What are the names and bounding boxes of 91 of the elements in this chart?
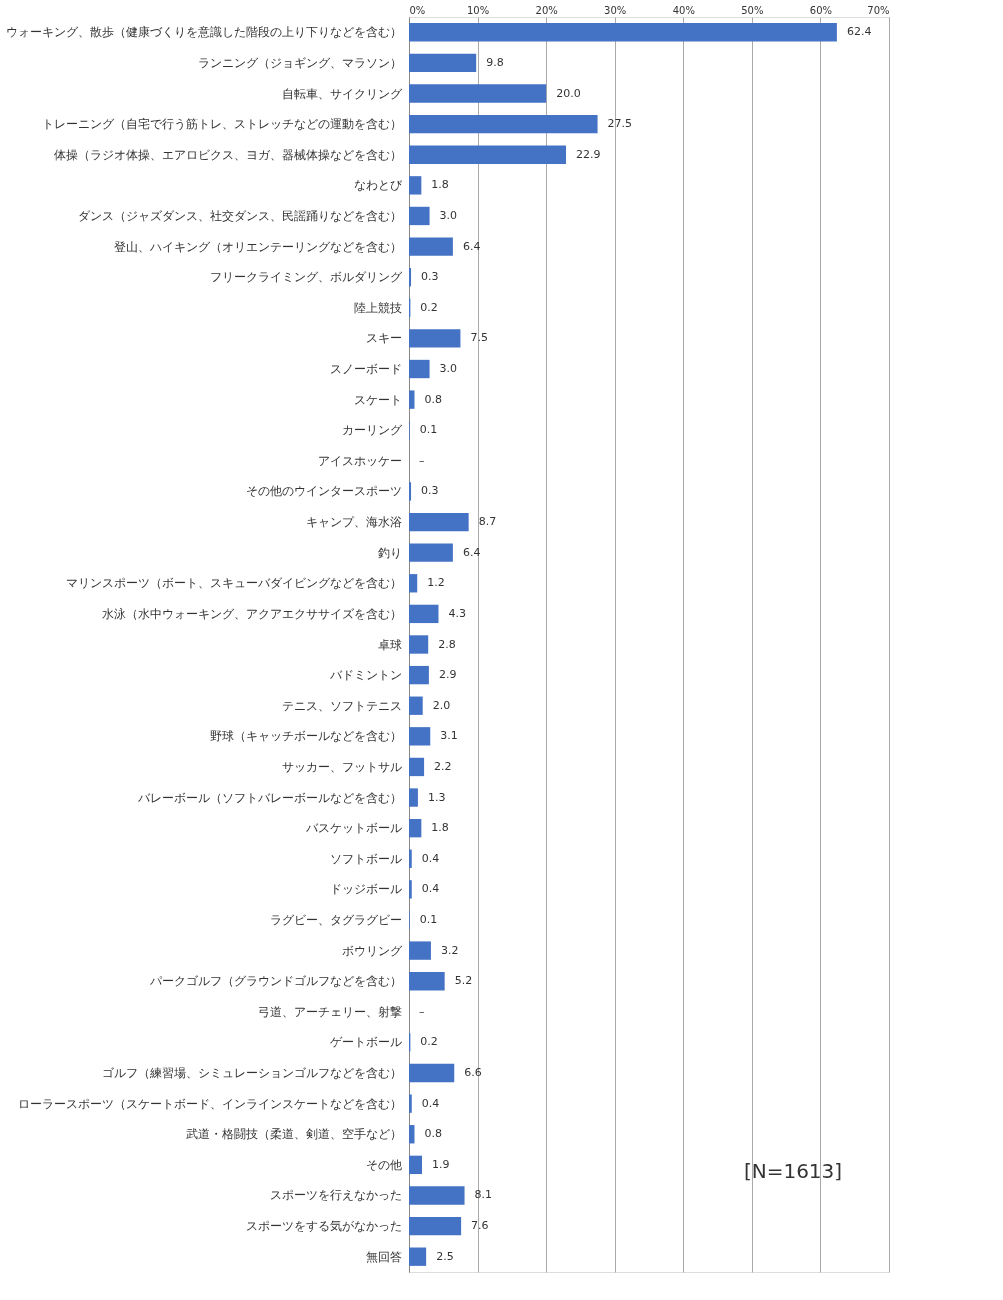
data-label: 0.8 [424, 1127, 442, 1141]
y-tick-label: フリークライミング、ボルダリング [209, 270, 403, 285]
data-label: 62.4 [846, 25, 872, 39]
y-tick-label: カーリング [341, 423, 403, 438]
data-label: 6.6 [464, 1066, 482, 1080]
data-label: 3.0 [439, 362, 458, 376]
data-label: 22.9 [576, 147, 601, 161]
data-label: 1.2 [427, 576, 445, 590]
text: – [419, 453, 425, 467]
data-label: 2.0 [432, 698, 451, 712]
x-tick-label: 50% [741, 4, 764, 16]
data-label: 0.2 [420, 300, 438, 314]
data-label: 0.3 [421, 484, 439, 498]
data-label: 1.8 [431, 178, 449, 192]
data-label: 6.4 [462, 545, 481, 559]
y-tick-label: バドミントン [328, 668, 402, 683]
y-tick-label: トレーニング（自宅で行う筋トレ、ストレッチなどの運動を含む） [41, 117, 402, 132]
data-label: 0.4 [421, 882, 440, 896]
y-tick-label: 自転車、サイクリング [281, 86, 403, 101]
y-tick-label: 弓道、アーチェリー、射撃 [257, 1004, 402, 1019]
y-tick-label: 野球（キャッチボールなどを含む） [209, 729, 402, 744]
y-tick-label: その他 [365, 1157, 402, 1172]
y-tick-label: なわとび [353, 178, 403, 193]
data-label: 0.2 [420, 1035, 438, 1049]
data-label: 9.8 [486, 55, 504, 69]
x-tick-label: 60% [809, 4, 833, 16]
y-tick-label: スケート [353, 392, 402, 407]
data-label: 3.1 [440, 729, 458, 743]
x-tick-label: 0% [409, 4, 426, 16]
y-tick-label: 体操（ラジオ体操、エアロビクス、ヨガ、器械体操などを含む） [53, 147, 402, 162]
y-tick-label: サッカー、フットサル [281, 759, 402, 774]
data-label: 27.5 [607, 117, 633, 131]
y-tick-label: バレーボール（ソフトバレーボールなどを含む） [136, 790, 402, 805]
annotation: [N=1613] [743, 1158, 843, 1183]
y-tick-label: キャンプ、海水浴 [305, 515, 402, 530]
y-tick-label: 無回答 [365, 1249, 402, 1264]
y-tick-label: ソフトボール [329, 851, 402, 866]
data-label: 2.5 [436, 1249, 454, 1263]
y-tick-label: パークゴルフ（グラウンドゴルフなどを含む） [148, 974, 402, 989]
data-label: 3.0 [439, 208, 458, 222]
data-label: 0.4 [421, 1096, 440, 1110]
data-label: 0.1 [419, 912, 438, 926]
y-tick-label: スポーツをする気がなかった [245, 1219, 402, 1234]
y-tick-label: マリンスポーツ（ボート、スキューバダイビングなどを含む） [65, 576, 402, 591]
y-tick-label: バスケットボール [304, 821, 402, 836]
y-tick-label: ドッジボール [329, 882, 402, 897]
data-label: 5.2 [454, 974, 473, 988]
y-tick-label: 水泳（水中ウォーキング、アクアエクササイズを含む） [101, 606, 402, 621]
data-label: 2.2 [434, 759, 452, 773]
x-tick-label: 10% [466, 4, 490, 16]
data-label: 8.1 [474, 1188, 493, 1202]
y-tick-label: スポーツを行えなかった [269, 1188, 402, 1203]
data-label: 1.8 [431, 821, 449, 835]
data-label: 7.5 [470, 331, 488, 345]
x-tick-label: 30% [604, 4, 627, 16]
y-tick-label: ラグビー、タグラグビー [269, 912, 402, 927]
data-label: 0.8 [424, 392, 442, 406]
x-tick-label: 70% [867, 4, 890, 16]
y-tick-label: 登山、ハイキング（オリエンテーリングなどを含む） [113, 239, 402, 254]
y-tick-label: ローラースポーツ（スケートボード、インラインスケートなどを含む） [17, 1096, 402, 1111]
data-label: 0.3 [421, 270, 439, 284]
x-tick-label: 40% [672, 4, 695, 16]
y-tick-label: ランニング（ジョギング、マラソン） [197, 55, 402, 70]
x-tick-label: 20% [535, 4, 558, 16]
data-label: 0.1 [419, 423, 438, 437]
text: – [419, 1004, 425, 1018]
data-label: 0.4 [421, 851, 440, 865]
y-tick-label: ボウリング [341, 943, 403, 958]
y-tick-label: ゲートボール [329, 1035, 402, 1050]
data-label: 8.7 [478, 515, 497, 529]
y-tick-label: 釣り [377, 545, 402, 560]
y-tick-label: ゴルフ（練習場、シミュレーションゴルフなどを含む） [101, 1066, 402, 1081]
data-label: 4.3 [448, 606, 466, 620]
y-tick-label: テニス、ソフトテニス [281, 698, 402, 713]
y-tick-label: 卓球 [377, 637, 402, 652]
data-label: 1.3 [427, 790, 446, 804]
data-label: 6.4 [462, 239, 481, 253]
y-tick-label: アイスホッケー [317, 453, 402, 468]
y-tick-label: 武道・格闘技（柔道、剣道、空手など） [185, 1127, 402, 1142]
data-label: 1.9 [432, 1157, 450, 1171]
y-tick-label: 陸上競技 [353, 300, 402, 315]
y-tick-label: スキー [365, 331, 402, 346]
data-label: 2.9 [438, 668, 457, 682]
data-label: 2.8 [438, 637, 456, 651]
y-tick-label: スノーボード [329, 362, 402, 377]
y-tick-label: その他のウインタースポーツ [245, 484, 402, 499]
data-label: 7.6 [471, 1219, 489, 1233]
y-tick-label: ウォーキング、散歩（健康づくりを意識した階段の上り下りなどを含む） [5, 25, 402, 40]
y-tick-label: ダンス（ジャズダンス、社交ダンス、民謡踊りなどを含む） [77, 208, 402, 223]
data-label: 3.2 [440, 943, 459, 957]
data-label: 20.0 [556, 86, 581, 100]
